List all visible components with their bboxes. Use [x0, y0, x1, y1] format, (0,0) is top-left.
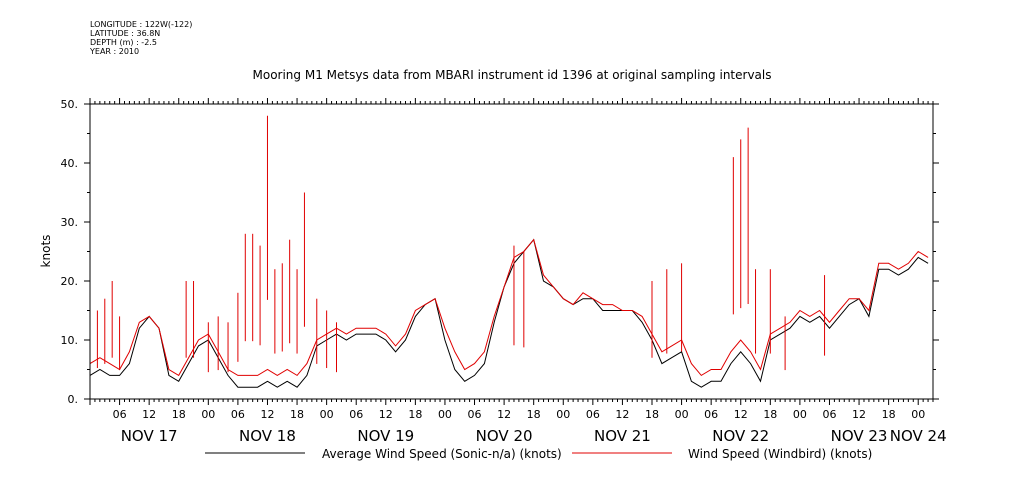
- x-tick-label: 06: [349, 408, 363, 421]
- x-date-label: NOV 21: [594, 427, 651, 445]
- x-tick-label: 18: [882, 408, 896, 421]
- x-tick-label: 12: [379, 408, 393, 421]
- chart-title: Mooring M1 Metsys data from MBARI instru…: [252, 68, 772, 82]
- y-tick-label: 10.: [61, 334, 79, 347]
- x-date-label: NOV 23: [831, 427, 888, 445]
- x-tick-label: 06: [113, 408, 127, 421]
- x-tick-label: 06: [468, 408, 482, 421]
- x-tick-label: 18: [763, 408, 777, 421]
- x-date-label: NOV 24: [890, 427, 947, 445]
- x-tick-label: 12: [497, 408, 511, 421]
- x-tick-label: 18: [172, 408, 186, 421]
- x-tick-label: 00: [556, 408, 570, 421]
- latitude-text: LATITUDE : 36.8N: [90, 29, 161, 38]
- year-text: YEAR : 2010: [90, 47, 140, 56]
- x-date-label: NOV 19: [357, 427, 414, 445]
- depth-text: DEPTH (m) : -2.5: [90, 38, 157, 47]
- x-date-label: NOV 20: [476, 427, 533, 445]
- x-tick-label: 06: [704, 408, 718, 421]
- x-tick-label: 18: [408, 408, 422, 421]
- x-tick-label: 00: [320, 408, 334, 421]
- x-tick-label: 12: [615, 408, 629, 421]
- x-tick-label: 00: [675, 408, 689, 421]
- x-tick-label: 06: [586, 408, 600, 421]
- x-tick-label: 18: [290, 408, 304, 421]
- x-tick-label: 12: [260, 408, 274, 421]
- x-date-label: NOV 18: [239, 427, 296, 445]
- y-tick-label: 20.: [61, 275, 79, 288]
- series-line-0: [89, 238, 929, 388]
- x-tick-label: 00: [201, 408, 215, 421]
- x-tick-label: 00: [793, 408, 807, 421]
- x-tick-label: 18: [645, 408, 659, 421]
- x-tick-label: 18: [527, 408, 541, 421]
- x-tick-label: 00: [911, 408, 925, 421]
- x-tick-label: 06: [822, 408, 836, 421]
- metadata-block: LONGITUDE : 122W(-122) LATITUDE : 36.8N DE…: [90, 20, 192, 56]
- x-date-label: NOV 22: [712, 427, 769, 445]
- y-tick-label: 40.: [61, 157, 79, 170]
- x-tick-label: 00: [438, 408, 452, 421]
- x-tick-label: 12: [852, 408, 866, 421]
- legend-label-sonic: Average Wind Speed (Sonic-n/a) (knots): [322, 447, 562, 461]
- series-line-1: [89, 238, 929, 377]
- y-tick-label: 30.: [61, 216, 79, 229]
- x-tick-label: 06: [231, 408, 245, 421]
- longitude-text: LONGITUDE : 122W(-122): [90, 20, 193, 29]
- y-axis-label: knots: [39, 235, 53, 268]
- x-date-label: NOV 17: [121, 427, 178, 445]
- x-tick-label: 12: [142, 408, 156, 421]
- x-tick-label: 12: [734, 408, 748, 421]
- y-tick-label: 50.: [61, 98, 79, 111]
- legend-label-windbird: Wind Speed (Windbird) (knots): [688, 447, 872, 461]
- y-tick-label: 0.: [68, 393, 79, 406]
